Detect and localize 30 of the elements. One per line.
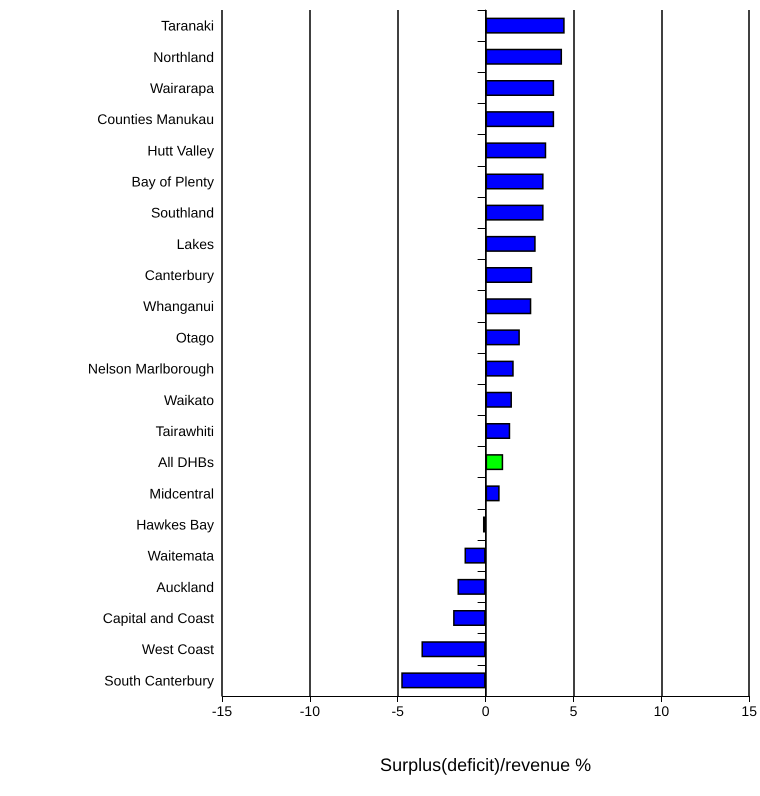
x-tick-label: 5 [570,703,578,719]
y-tick-label: Canterbury [144,267,214,284]
y-tick-label: Lakes [176,236,214,252]
y-tick-label: West Coast [142,641,214,658]
y-tick-label: Northland [153,48,214,65]
x-tick-label: -5 [392,703,404,719]
x-tick-label: -15 [212,703,232,719]
y-tick-label: Capital and Coast [102,610,214,626]
y-tick-label: All DHBs [158,454,214,470]
y-tick-label: Hutt Valley [147,142,214,158]
y-tick-label: Waitemata [148,548,214,564]
x-tick-label: 15 [741,703,758,719]
y-tick-label: Wairarapa [150,80,214,96]
x-tick-label: 0 [482,703,490,719]
x-axis-title: Surplus(deficit)/revenue % [380,755,592,775]
x-tick-label: 10 [654,703,670,719]
y-tick-label: Otago [176,329,214,346]
y-tick-label: Auckland [156,578,214,595]
y-tick-label: South Canterbury [104,672,214,688]
y-tick-label: Taranaki [161,18,214,34]
y-tick-label: Counties Manukau [97,111,214,128]
y-tick-label: Tairawhiti [156,422,214,439]
y-tick-label: Midcentral [149,485,214,502]
y-tick-label: Hawkes Bay [136,516,214,532]
y-tick-label: Bay of Plenty [132,174,214,190]
y-tick-label: Nelson Marlborough [88,360,214,377]
y-tick-label: Whanganui [143,298,214,314]
y-tick-label: Waikato [164,392,214,408]
x-tick-label: -10 [300,703,320,719]
y-tick-label: Southland [150,204,214,221]
